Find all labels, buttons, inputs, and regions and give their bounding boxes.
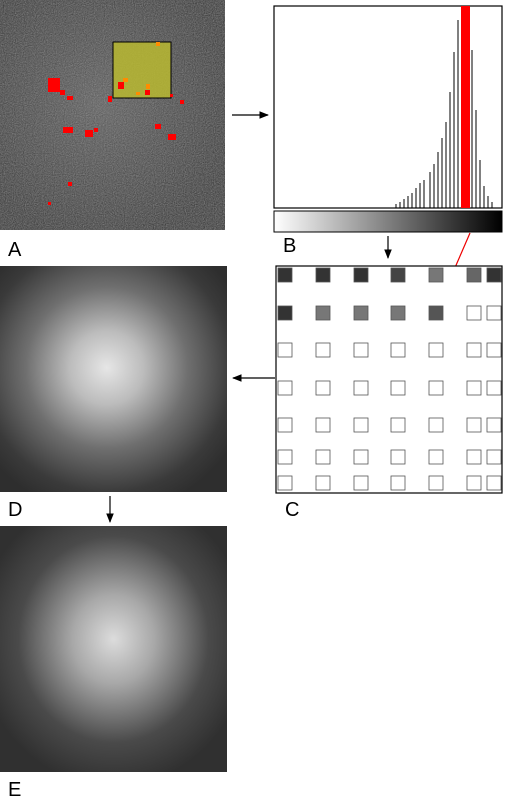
cell <box>466 449 482 465</box>
cell <box>353 449 369 465</box>
cell <box>428 475 444 491</box>
cell <box>277 417 293 433</box>
cell <box>277 305 293 321</box>
roi <box>112 41 172 99</box>
cell <box>390 449 406 465</box>
cell <box>353 380 369 396</box>
cell <box>466 267 482 283</box>
cell <box>390 267 406 283</box>
image-d <box>0 266 227 492</box>
cell <box>486 305 502 321</box>
cell <box>390 475 406 491</box>
image-a <box>0 0 225 230</box>
cell <box>315 305 331 321</box>
panel-a <box>0 0 225 230</box>
cell <box>315 380 331 396</box>
panel-label: E <box>8 779 21 801</box>
cell <box>277 380 293 396</box>
cell <box>390 305 406 321</box>
cell <box>466 305 482 321</box>
cell <box>486 449 502 465</box>
panel-label: B <box>283 235 296 257</box>
cell <box>315 449 331 465</box>
cell <box>390 417 406 433</box>
cell <box>486 475 502 491</box>
cell <box>353 475 369 491</box>
grid-frame <box>275 265 503 494</box>
cell <box>277 449 293 465</box>
panel-label: D <box>8 499 22 521</box>
cells <box>277 267 502 491</box>
cell <box>486 417 502 433</box>
cell <box>353 342 369 358</box>
cell <box>466 417 482 433</box>
cell <box>353 305 369 321</box>
image-e <box>0 526 227 772</box>
cell <box>428 417 444 433</box>
cell <box>277 342 293 358</box>
panel-b <box>273 5 503 233</box>
cell <box>277 267 293 283</box>
histogram-bars <box>395 20 493 208</box>
panel-c <box>275 265 503 494</box>
cell <box>390 342 406 358</box>
red-spots <box>48 78 184 205</box>
cell <box>315 417 331 433</box>
cell <box>315 475 331 491</box>
orange-spots <box>123 42 160 95</box>
cell <box>428 380 444 396</box>
cell <box>466 380 482 396</box>
cell <box>315 342 331 358</box>
panel-label: A <box>8 239 22 261</box>
grayscale-bar <box>273 210 503 233</box>
cell <box>486 342 502 358</box>
cell <box>466 475 482 491</box>
cell <box>486 267 502 283</box>
cell <box>315 267 331 283</box>
cell <box>428 267 444 283</box>
panel-label: C <box>285 499 299 521</box>
cell <box>353 267 369 283</box>
cell <box>428 449 444 465</box>
cell <box>428 342 444 358</box>
cell <box>277 475 293 491</box>
cell <box>353 417 369 433</box>
cell <box>486 380 502 396</box>
cell <box>466 342 482 358</box>
cell <box>390 380 406 396</box>
cell <box>428 305 444 321</box>
selected-bin <box>461 6 470 208</box>
